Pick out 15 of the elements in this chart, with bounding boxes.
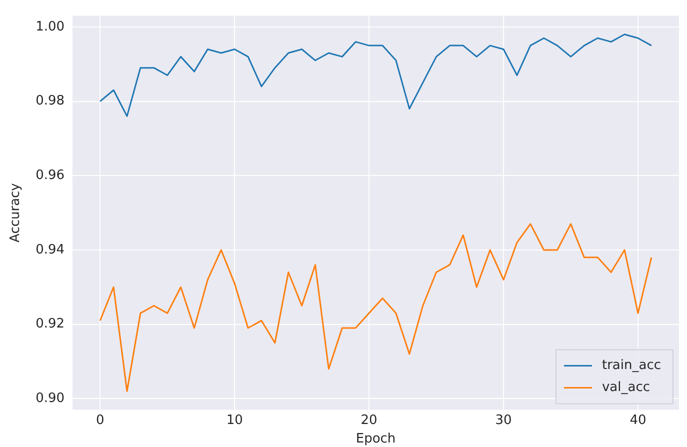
y-tick-label: 0.98 — [36, 94, 65, 109]
y-tick-label: 0.96 — [36, 168, 65, 184]
x-tick-label: 40 — [630, 412, 646, 428]
x-tick-label: 0 — [96, 412, 104, 428]
x-tick-label: 30 — [495, 412, 512, 428]
x-tick-label: 10 — [226, 412, 243, 428]
legend-label: val_acc — [602, 380, 650, 396]
y-tick-label: 0.90 — [36, 391, 65, 406]
x-tick-label: 20 — [360, 412, 378, 428]
x-axis-title: Epoch — [356, 432, 396, 447]
legend-label: train_acc — [602, 358, 662, 374]
y-tick-label: 0.92 — [36, 316, 65, 332]
y-tick-label: 0.94 — [36, 242, 65, 258]
y-axis-title: Accuracy — [8, 182, 24, 242]
y-tick-label: 1.00 — [36, 19, 65, 34]
